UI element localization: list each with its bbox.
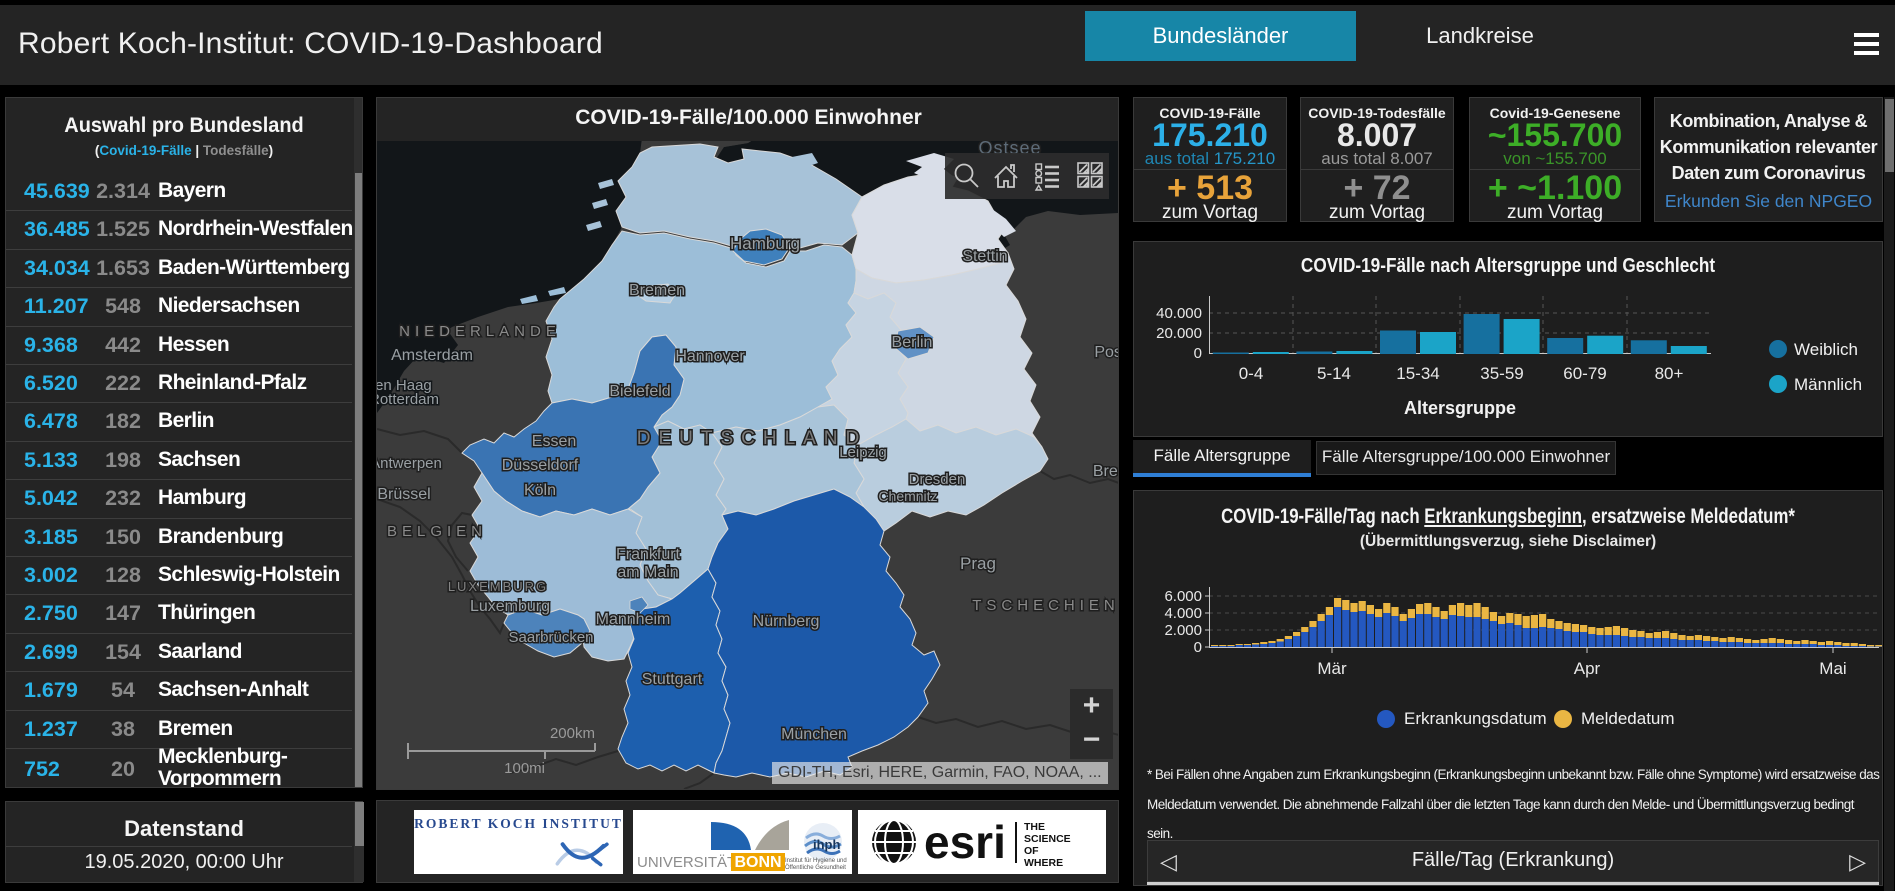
svg-text:Hamburg: Hamburg <box>730 234 800 253</box>
svg-text:0: 0 <box>1194 345 1202 362</box>
svg-text:Mai: Mai <box>1819 659 1846 678</box>
svg-text:DEUTSCHLAND: DEUTSCHLAND <box>637 428 868 449</box>
svg-text:Essen: Essen <box>532 433 576 450</box>
svg-text:Düsseldorf: Düsseldorf <box>502 457 579 474</box>
svg-text:5-14: 5-14 <box>1317 364 1351 383</box>
svg-text:15-34: 15-34 <box>1396 364 1439 383</box>
svg-text:München: München <box>781 726 847 743</box>
svg-text:ihph: ihph <box>813 837 840 852</box>
svg-text:20.000: 20.000 <box>1156 325 1202 342</box>
svg-text:100mi: 100mi <box>504 760 545 776</box>
svg-text:Berlin: Berlin <box>892 334 933 351</box>
svg-text:4.000: 4.000 <box>1164 605 1202 622</box>
svg-text:Köln: Köln <box>524 482 556 499</box>
svg-text:Posen: Posen <box>1094 344 1118 361</box>
svg-text:TSCHECHIEN: TSCHECHIEN <box>972 597 1118 614</box>
svg-text:Luxemburg: Luxemburg <box>470 598 550 615</box>
svg-text:LUXEMBURG: LUXEMBURG <box>448 579 548 594</box>
svg-text:Rotterdam: Rotterdam <box>377 391 439 408</box>
svg-text:2.000: 2.000 <box>1164 622 1202 639</box>
svg-text:0: 0 <box>1194 639 1202 656</box>
svg-text:Amsterdam: Amsterdam <box>391 347 473 364</box>
svg-text:WHERE: WHERE <box>1024 857 1063 868</box>
svg-text:BELGIEN: BELGIEN <box>387 523 487 540</box>
svg-text:esri: esri <box>924 816 1006 868</box>
svg-text:35-59: 35-59 <box>1480 364 1523 383</box>
svg-text:60-79: 60-79 <box>1563 364 1606 383</box>
svg-text:Apr: Apr <box>1574 659 1601 678</box>
svg-text:80+: 80+ <box>1655 364 1684 383</box>
svg-text:Brüssel: Brüssel <box>377 486 430 503</box>
svg-text:Weiblich: Weiblich <box>1794 340 1858 359</box>
svg-text:0-4: 0-4 <box>1239 364 1264 383</box>
svg-text:Chemnitz: Chemnitz <box>878 488 937 504</box>
svg-text:THE: THE <box>1024 821 1045 833</box>
svg-text:6.000: 6.000 <box>1164 588 1202 605</box>
svg-text:NIEDERLANDE: NIEDERLANDE <box>399 323 561 340</box>
svg-text:Mär: Mär <box>1317 659 1347 678</box>
svg-text:Mannheim: Mannheim <box>596 611 671 628</box>
svg-text:Dresden: Dresden <box>909 471 966 488</box>
svg-text:am Main: am Main <box>617 564 678 581</box>
svg-text:Antwerpen: Antwerpen <box>377 455 442 472</box>
svg-text:Stuttgart: Stuttgart <box>642 671 703 688</box>
svg-text:Bremen: Bremen <box>629 282 685 299</box>
svg-text:Prag: Prag <box>960 554 996 573</box>
svg-text:SCIENCE: SCIENCE <box>1024 833 1071 845</box>
svg-text:Den Haag: Den Haag <box>377 377 432 394</box>
svg-text:Nürnberg: Nürnberg <box>753 613 820 630</box>
svg-text:Altersgruppe: Altersgruppe <box>1404 398 1516 418</box>
svg-text:200km: 200km <box>550 726 595 742</box>
svg-text:OF: OF <box>1024 845 1039 857</box>
svg-text:Breslau: Breslau <box>1093 463 1118 480</box>
svg-text:40.000: 40.000 <box>1156 305 1202 322</box>
svg-text:Saarbrücken: Saarbrücken <box>508 629 593 646</box>
svg-text:Leipzig: Leipzig <box>839 444 887 461</box>
svg-text:Männlich: Männlich <box>1794 375 1862 394</box>
svg-text:Frankfurt: Frankfurt <box>616 546 681 563</box>
svg-text:Stettin: Stettin <box>962 248 1007 265</box>
svg-text:Bielefeld: Bielefeld <box>609 383 670 400</box>
svg-text:Hannover: Hannover <box>675 348 745 365</box>
